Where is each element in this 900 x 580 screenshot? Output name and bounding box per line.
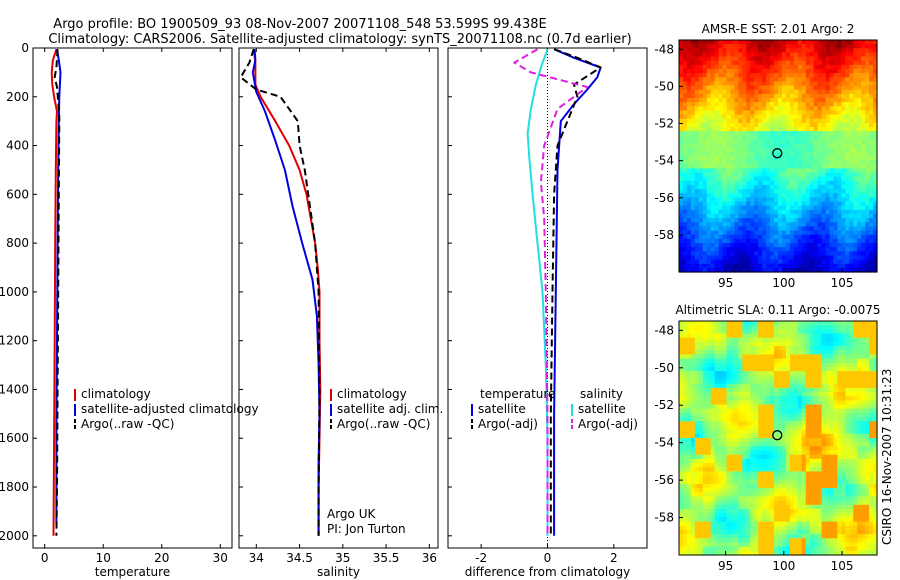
heatmap-field <box>679 40 878 273</box>
plot-frame <box>32 47 233 549</box>
y-tick-label: -54 <box>654 436 674 450</box>
x-tick-label: 10 <box>96 551 111 565</box>
legend-entry: Argo(-adj) <box>478 417 538 431</box>
argo-info-line1: Argo UK <box>327 507 376 521</box>
series-line-1 <box>549 48 602 536</box>
x-tick-label: -2 <box>475 551 487 565</box>
legend-group-title: temperature <box>480 387 555 401</box>
argo-info-line2: PI: Jon Turton <box>327 522 406 536</box>
argo-position-marker <box>772 148 783 159</box>
map-frame <box>678 39 878 273</box>
y-tick-label: -58 <box>654 511 674 525</box>
figure-title-line2: Climatology: CARS2006. Satellite-adjuste… <box>48 32 631 47</box>
sst-map-panel: AMSR-E SST: 2.01 Argo: 2 95 100 105 -48 -50 -5… <box>654 22 878 290</box>
y-tick-label: -48 <box>654 42 674 56</box>
y-tick-label: -48 <box>654 323 674 337</box>
y-tick-label: 1000 <box>0 285 29 299</box>
y-tick-label: 1600 <box>0 431 29 445</box>
x-tick-label: 34 <box>249 551 264 565</box>
y-tick-label: -54 <box>654 154 674 168</box>
series-line-2 <box>526 48 549 536</box>
heatmap-field <box>679 321 878 556</box>
y-tick-label: -56 <box>654 191 674 205</box>
x-tick-label: 36 <box>422 551 437 565</box>
y-tick-label: 0 <box>21 41 29 55</box>
legend-entry: Argo(..raw -QC) <box>81 417 174 431</box>
map-frame <box>678 320 878 556</box>
argo-position-marker <box>772 430 783 441</box>
y-tick-label: -50 <box>654 79 674 93</box>
plot-frame <box>238 47 439 549</box>
legend-group-title: salinity <box>580 387 623 401</box>
x-tick-label: 95 <box>718 276 733 290</box>
x-tick-label: 2 <box>610 551 618 565</box>
y-tick-label: 400 <box>6 139 29 153</box>
series-line-1 <box>251 49 321 536</box>
credit-label: CSIRO 16-Nov-2007 10:31:23 <box>880 369 894 545</box>
series-line-0 <box>553 48 602 536</box>
y-tick-label: 1800 <box>0 480 29 494</box>
figure-title-line1: Argo profile: BO 1900509_93 08-Nov-2007 … <box>53 17 546 32</box>
y-tick-label: -56 <box>654 473 674 487</box>
x-axis-label: temperature <box>95 565 170 579</box>
y-tick-label: -58 <box>654 228 674 242</box>
y-tick-label: 1200 <box>0 334 29 348</box>
legend-entry: climatology <box>81 387 151 401</box>
y-tick-label: -52 <box>654 117 674 131</box>
legend-entry: satellite-adjusted climatology <box>81 402 259 416</box>
x-tick-label: 20 <box>154 551 169 565</box>
series-line-2 <box>53 49 61 536</box>
map-title: AMSR-E SST: 2.01 Argo: 2 <box>702 22 855 36</box>
x-tick-label: 95 <box>718 559 733 573</box>
x-tick-label: 0 <box>544 551 552 565</box>
y-tick-label: 600 <box>6 187 29 201</box>
x-tick-label: 105 <box>831 559 854 573</box>
legend-entry: climatology <box>337 387 407 401</box>
legend-entry: satellite adj. clim. <box>337 402 443 416</box>
y-tick-label: 2000 <box>0 529 29 543</box>
y-tick-label: 200 <box>6 90 29 104</box>
x-tick-label: 35.5 <box>373 551 400 565</box>
x-tick-label: 34.5 <box>286 551 313 565</box>
legend-entry: Argo(-adj) <box>578 417 638 431</box>
x-axis-label: salinity <box>317 565 360 579</box>
y-tick-label: -52 <box>654 398 674 412</box>
x-tick-label: 0 <box>41 551 49 565</box>
legend-entry: satellite <box>478 402 526 416</box>
temperature-panel: 0 10 20 30 0 200 400 600 800 1000 1200 1400 1600 1800… <box>0 41 259 579</box>
legend-entry: satellite <box>578 402 626 416</box>
y-tick-label: -50 <box>654 361 674 375</box>
y-tick-label: 800 <box>6 236 29 250</box>
series-line-2 <box>239 48 321 536</box>
x-tick-label: 100 <box>772 276 795 290</box>
series-line-0 <box>252 49 322 536</box>
legend-entry: Argo(..raw -QC) <box>337 417 430 431</box>
x-axis-label: difference from climatology <box>465 565 631 579</box>
y-tick-label: 1400 <box>0 382 29 396</box>
series-line-3 <box>513 48 589 536</box>
map-title: Altimetric SLA: 0.11 Argo: -0.0075 <box>675 303 880 317</box>
sla-map-panel: Altimetric SLA: 0.11 Argo: -0.0075 95 100 1… <box>654 303 880 573</box>
x-tick-label: 35 <box>335 551 350 565</box>
series-line-0 <box>50 48 58 536</box>
salinity-panel: 34 34.5 35 35.5 36 salinity climatologysatelli… <box>238 47 443 579</box>
x-tick-label: 30 <box>213 551 228 565</box>
x-tick-label: 105 <box>831 276 854 290</box>
x-tick-label: 100 <box>772 559 795 573</box>
